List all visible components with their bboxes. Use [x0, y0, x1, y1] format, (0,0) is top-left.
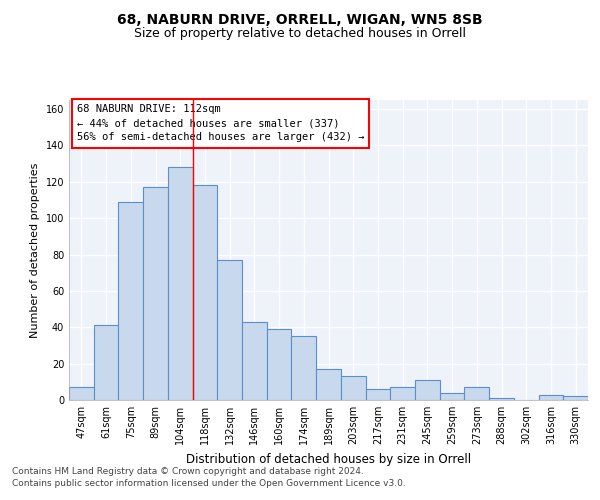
Bar	[390, 388, 415, 400]
Text: Size of property relative to detached houses in Orrell: Size of property relative to detached ho…	[134, 28, 466, 40]
Bar	[292, 336, 316, 400]
Bar	[267, 329, 292, 400]
Bar	[539, 394, 563, 400]
Bar	[489, 398, 514, 400]
Bar	[69, 388, 94, 400]
Bar	[217, 260, 242, 400]
Text: 68, NABURN DRIVE, ORRELL, WIGAN, WN5 8SB: 68, NABURN DRIVE, ORRELL, WIGAN, WN5 8SB	[117, 12, 483, 26]
Bar	[563, 396, 588, 400]
Text: Contains public sector information licensed under the Open Government Licence v3: Contains public sector information licen…	[12, 478, 406, 488]
Bar	[365, 389, 390, 400]
Bar	[143, 188, 168, 400]
Bar	[440, 392, 464, 400]
Bar	[94, 326, 118, 400]
Text: 68 NABURN DRIVE: 112sqm
← 44% of detached houses are smaller (337)
56% of semi-d: 68 NABURN DRIVE: 112sqm ← 44% of detache…	[77, 104, 364, 142]
Bar	[415, 380, 440, 400]
Bar	[168, 168, 193, 400]
Bar	[193, 186, 217, 400]
Bar	[316, 369, 341, 400]
X-axis label: Distribution of detached houses by size in Orrell: Distribution of detached houses by size …	[186, 452, 471, 466]
Bar	[341, 376, 365, 400]
Bar	[118, 202, 143, 400]
Bar	[242, 322, 267, 400]
Text: Contains HM Land Registry data © Crown copyright and database right 2024.: Contains HM Land Registry data © Crown c…	[12, 467, 364, 476]
Y-axis label: Number of detached properties: Number of detached properties	[30, 162, 40, 338]
Bar	[464, 388, 489, 400]
